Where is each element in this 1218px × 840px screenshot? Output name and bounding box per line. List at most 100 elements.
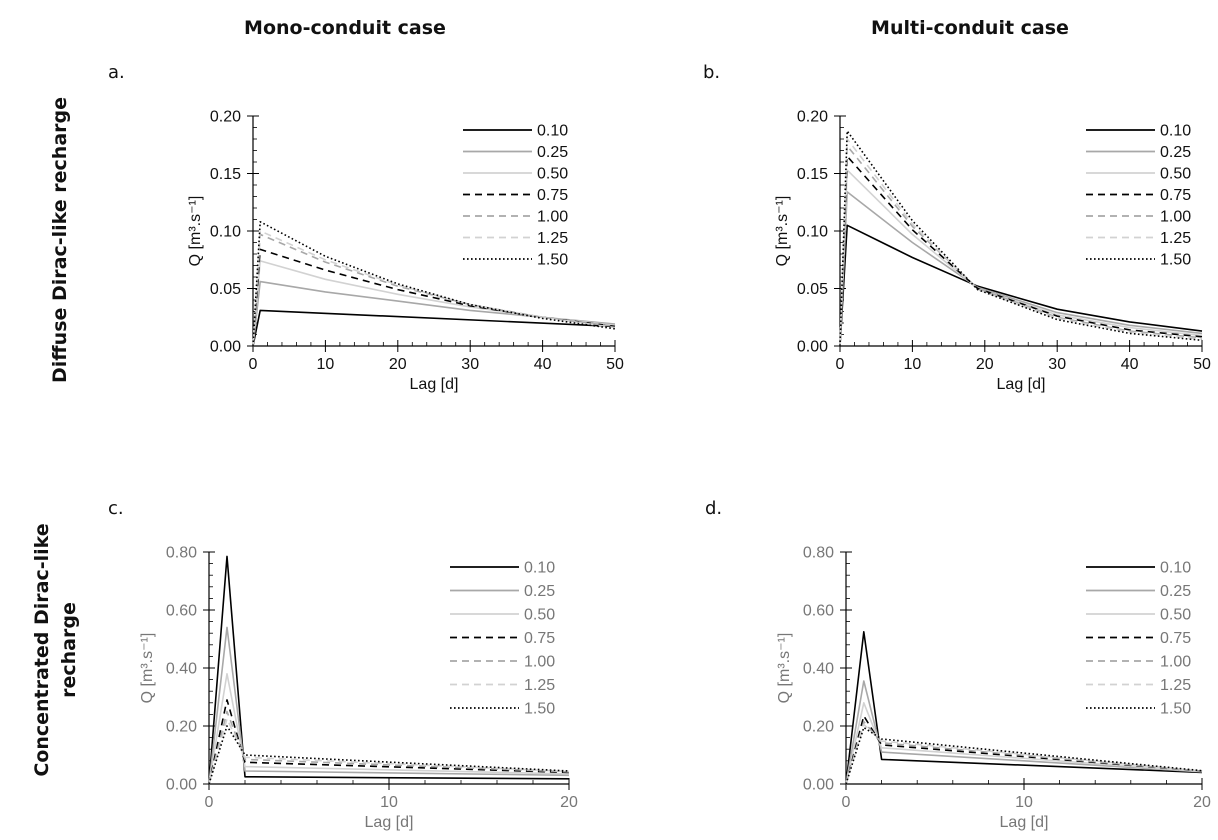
legend: 0.10 0.25 0.50 0.75 1.00 1.25 1.50	[1086, 123, 1191, 269]
series-line-0.75	[839, 155, 1203, 347]
series-line-0.10	[845, 630, 1203, 785]
x-tick-label: 50	[606, 356, 624, 373]
series-line-1.25	[208, 717, 570, 785]
y-tick-label: 0.80	[166, 545, 197, 562]
legend-label: 0.25	[1160, 144, 1191, 161]
y-tick-label: 0.80	[803, 545, 834, 562]
x-tick-label: 0	[842, 794, 851, 811]
series-line-0.50	[839, 169, 1203, 347]
x-axis-title: Lag [d]	[365, 814, 414, 831]
legend-label: 1.25	[537, 230, 568, 247]
legend-label: 0.50	[1160, 166, 1191, 183]
legend-label: 0.75	[1160, 187, 1191, 204]
panel-letter: b.	[703, 62, 720, 83]
column-title-multi: Multi-conduit case	[871, 17, 1069, 39]
legend: 0.10 0.25 0.50 0.75 1.00 1.25 1.50	[463, 123, 568, 269]
y-tick-label: 0.15	[797, 166, 828, 183]
legend-label: 1.25	[1160, 677, 1191, 694]
y-tick-label: 0.15	[210, 166, 241, 183]
y-tick-label: 0.20	[803, 719, 834, 736]
series-line-0.75	[845, 715, 1203, 785]
legend-label: 1.25	[1160, 230, 1191, 247]
y-tick-label: 0.20	[166, 719, 197, 736]
x-tick-label: 10	[904, 356, 922, 373]
series-line-1.50	[845, 726, 1203, 785]
legend-label: 0.75	[524, 630, 555, 647]
legend-label: 1.50	[524, 701, 555, 718]
chart-panels: a. 0.00 0.05 0.10 0.15 0.20 0 10 20 30 40 50 Lag [d]…	[108, 62, 1211, 831]
series-line-0.10	[839, 224, 1203, 347]
series-line-0.10	[208, 555, 570, 785]
x-tick-label: 50	[1193, 356, 1211, 373]
series-line-1.50	[839, 130, 1203, 347]
legend-label: 1.00	[537, 209, 568, 226]
chart-panel-c: c. 0.00 0.20 0.40 0.60 0.80 0 10 20 Lag [d] Q [m³.…	[108, 498, 578, 831]
series-line-0.10	[252, 309, 616, 347]
series-line-1.00	[208, 710, 570, 785]
x-tick-label: 40	[1121, 356, 1139, 373]
chart-panel-d: d. 0.00 0.20 0.40 0.60 0.80 0 10 20 Lag [d] Q [m³.…	[705, 498, 1211, 831]
series-line-0.25	[839, 191, 1203, 347]
x-tick-label: 0	[205, 794, 214, 811]
series-line-1.00	[839, 145, 1203, 347]
series-line-1.25	[839, 138, 1203, 347]
y-tick-label: 0.00	[803, 777, 834, 794]
legend-label: 1.00	[1160, 654, 1191, 671]
legend: 0.10 0.25 0.50 0.75 1.00 1.25 1.50	[450, 560, 555, 718]
series-line-0.75	[208, 699, 570, 785]
series-line-1.50	[208, 725, 570, 785]
legend-label: 0.75	[1160, 630, 1191, 647]
x-tick-label: 30	[461, 356, 479, 373]
y-tick-label: 0.00	[166, 777, 197, 794]
legend-label: 1.00	[524, 654, 555, 671]
y-tick-label: 0.10	[797, 224, 828, 241]
row-title-concentrated: Concentrated Dirac-like recharge	[31, 523, 80, 776]
chart-panel-b: b. 0.00 0.05 0.10 0.15 0.20 0 10 20 30 40 50 Lag [d]…	[703, 62, 1211, 393]
y-axis-title: Q [m³.s⁻¹]	[187, 196, 204, 267]
column-title-mono: Mono-conduit case	[244, 17, 446, 39]
panel-letter: d.	[705, 498, 722, 519]
y-axis-title: Q [m³.s⁻¹]	[139, 633, 156, 704]
x-axis-title: Lag [d]	[1000, 814, 1049, 831]
y-axis-title: Q [m³.s⁻¹]	[774, 196, 791, 267]
legend-label: 0.50	[537, 166, 568, 183]
x-tick-label: 20	[389, 356, 407, 373]
legend-label: 0.10	[537, 123, 568, 140]
y-tick-label: 0.20	[210, 109, 241, 126]
legend-label: 0.50	[524, 607, 555, 624]
series-line-0.50	[252, 260, 616, 347]
series-line-0.25	[252, 280, 616, 347]
y-tick-label: 0.60	[803, 603, 834, 620]
x-tick-label: 20	[1193, 794, 1211, 811]
chart-panel-a: a. 0.00 0.05 0.10 0.15 0.20 0 10 20 30 40 50 Lag [d]…	[108, 62, 624, 393]
legend-label: 0.50	[1160, 607, 1191, 624]
x-tick-label: 30	[1048, 356, 1066, 373]
y-tick-label: 0.00	[797, 339, 828, 356]
panel-letter: c.	[108, 498, 124, 519]
legend-label: 1.25	[524, 677, 555, 694]
series-line-1.50	[252, 221, 616, 347]
legend-label: 1.50	[1160, 252, 1191, 269]
row-title-concentrated-line2: recharge	[58, 602, 80, 698]
y-tick-label: 0.40	[803, 661, 834, 678]
series-line-1.25	[845, 723, 1203, 785]
legend-label: 1.50	[537, 252, 568, 269]
series-line-0.50	[208, 672, 570, 785]
x-tick-label: 10	[1015, 794, 1033, 811]
x-tick-label: 0	[836, 356, 845, 373]
legend: 0.10 0.25 0.50 0.75 1.00 1.25 1.50	[1086, 560, 1191, 718]
x-tick-label: 10	[380, 794, 398, 811]
x-tick-label: 0	[249, 356, 258, 373]
legend-label: 1.00	[1160, 209, 1191, 226]
legend-label: 0.10	[1160, 560, 1191, 577]
y-axis-title: Q [m³.s⁻¹]	[776, 633, 793, 704]
series-line-0.25	[845, 680, 1203, 785]
x-tick-label: 20	[560, 794, 578, 811]
legend-label: 0.10	[1160, 123, 1191, 140]
row-title-diffuse: Diffuse Dirac-like recharge	[49, 97, 71, 383]
series-line-1.25	[252, 230, 616, 347]
row-title-concentrated-line1: Concentrated Dirac-like	[31, 523, 53, 776]
legend-label: 1.50	[1160, 701, 1191, 718]
panel-letter: a.	[108, 62, 125, 83]
